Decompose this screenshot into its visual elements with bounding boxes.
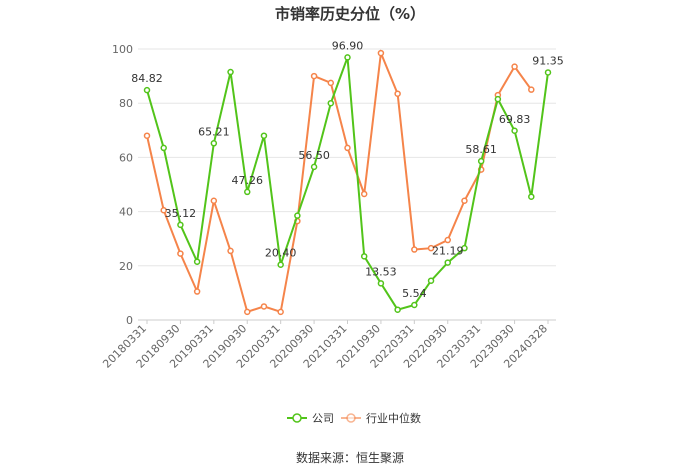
y-tick-label: 20 (119, 260, 133, 273)
series-line-0 (146, 57, 549, 311)
data-point (260, 132, 268, 139)
data-point (244, 188, 251, 196)
data-point (160, 206, 167, 214)
data-point (344, 144, 351, 152)
data-point (427, 277, 435, 284)
y-tick-label: 60 (119, 151, 133, 164)
data-point (444, 259, 451, 266)
data-point (277, 261, 284, 268)
data-label: 21.19 (432, 245, 464, 258)
y-tick-label: 100 (112, 43, 133, 56)
data-point (193, 288, 201, 295)
data-point (227, 247, 234, 255)
data-point (461, 197, 468, 205)
data-point (461, 244, 468, 252)
data-label: 56.50 (298, 149, 330, 162)
data-label: 20.40 (265, 247, 297, 260)
data-point (360, 190, 368, 198)
data-point (244, 308, 251, 316)
data-point (544, 69, 552, 76)
data-point (477, 157, 485, 165)
series-lines (143, 49, 552, 316)
legend-label-industry-median: 行业中位数 (366, 411, 421, 425)
x-axis: 2018033120180930201903312019093020200331… (100, 320, 550, 371)
y-tick-label: 0 (126, 314, 133, 327)
data-label: 65.21 (198, 125, 230, 138)
data-point (277, 308, 284, 316)
data-label: 13.53 (365, 265, 397, 278)
data-point (528, 193, 535, 200)
data-point (177, 250, 184, 257)
data-point (394, 90, 401, 97)
data-source: 数据来源：恒生聚源 (296, 450, 404, 465)
data-point (394, 306, 401, 313)
data-label: 69.83 (499, 113, 531, 126)
data-point (344, 54, 351, 61)
data-point (528, 86, 535, 93)
data-point (411, 301, 418, 309)
data-point (160, 144, 167, 152)
data-point (377, 280, 385, 287)
y-axis: 0 20 40 60 80 100 (112, 43, 133, 327)
data-point (511, 127, 518, 135)
data-point (193, 258, 201, 265)
data-point (360, 253, 368, 260)
data-point (210, 197, 218, 205)
data-point (327, 79, 335, 87)
data-point (427, 244, 435, 252)
chart-title: 市销率历史分位（%） (275, 5, 425, 23)
data-label: 96.90 (332, 39, 364, 52)
data-point (511, 63, 518, 70)
data-point (444, 236, 451, 244)
data-label: 35.12 (165, 207, 197, 220)
data-point (494, 95, 502, 103)
data-labels: 84.82 35.12 65.21 47.26 20.40 56.50 96.90 13.53… (131, 39, 564, 300)
data-point (210, 140, 218, 147)
data-point (377, 49, 385, 57)
data-label: 91.35 (532, 54, 564, 67)
y-tick-label: 80 (119, 97, 133, 110)
data-point (143, 132, 151, 139)
data-point (310, 72, 318, 80)
data-point (177, 221, 184, 229)
legend-item-industry-median[interactable]: 行业中位数 (341, 411, 421, 425)
y-tick-label: 40 (119, 206, 133, 219)
data-point (143, 86, 151, 94)
data-label: 5.54 (402, 287, 427, 300)
data-point (411, 246, 418, 253)
data-point (294, 212, 301, 219)
legend-label-company: 公司 (312, 412, 334, 425)
data-point (310, 163, 318, 171)
data-point (227, 68, 234, 76)
data-label: 58.61 (465, 143, 497, 156)
legend: 公司 行业中位数 (287, 411, 421, 425)
data-label: 47.26 (232, 174, 264, 187)
data-label: 84.82 (131, 72, 163, 85)
data-point (260, 303, 268, 310)
legend-item-company[interactable]: 公司 (287, 412, 334, 425)
series-line-1 (146, 49, 533, 314)
grid-lines (138, 48, 556, 321)
data-point (327, 99, 335, 107)
